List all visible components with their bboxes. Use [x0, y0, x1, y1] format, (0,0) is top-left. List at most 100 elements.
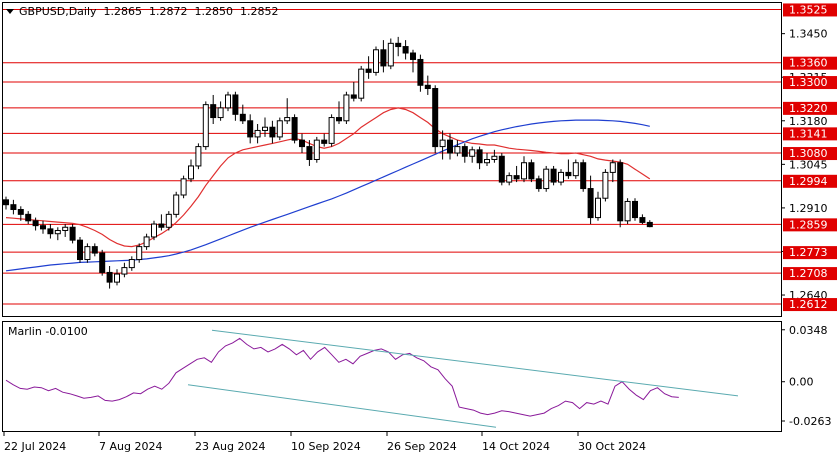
candle[interactable]	[350, 82, 357, 102]
candle[interactable]	[106, 265, 113, 289]
candle[interactable]	[602, 169, 609, 202]
candle[interactable]	[77, 236, 83, 263]
candle[interactable]	[17, 206, 24, 221]
candle[interactable]	[565, 159, 572, 179]
candle[interactable]	[54, 227, 61, 241]
candle[interactable]	[587, 175, 594, 225]
candle-body	[3, 199, 9, 206]
candle[interactable]	[217, 101, 224, 121]
candle[interactable]	[358, 65, 365, 102]
candle[interactable]	[306, 140, 313, 166]
candle[interactable]	[32, 217, 39, 231]
candle-body	[521, 162, 527, 180]
candle[interactable]	[572, 159, 579, 179]
candle[interactable]	[609, 159, 616, 183]
candle[interactable]	[188, 159, 194, 183]
candle[interactable]	[276, 117, 283, 141]
candle[interactable]	[639, 214, 646, 225]
candle[interactable]	[158, 214, 165, 231]
candle[interactable]	[491, 149, 498, 163]
candle[interactable]	[632, 198, 638, 221]
candle[interactable]	[210, 94, 217, 125]
candle[interactable]	[506, 172, 513, 186]
candle[interactable]	[25, 211, 32, 225]
candle[interactable]	[247, 114, 254, 144]
candle[interactable]	[151, 220, 157, 241]
candle[interactable]	[469, 146, 476, 163]
candle[interactable]	[195, 143, 202, 170]
candle-body	[10, 204, 17, 211]
candle[interactable]	[365, 56, 372, 79]
candle[interactable]	[498, 153, 505, 186]
candle[interactable]	[62, 224, 69, 237]
candle[interactable]	[454, 140, 461, 157]
candle[interactable]	[580, 159, 587, 192]
candle-body	[276, 120, 283, 138]
candle[interactable]	[387, 38, 394, 70]
candle[interactable]	[254, 124, 261, 144]
candle[interactable]	[343, 91, 350, 125]
candle[interactable]	[232, 91, 239, 121]
candle[interactable]	[121, 262, 128, 278]
candle[interactable]	[128, 256, 135, 271]
candle[interactable]	[180, 175, 187, 199]
candle[interactable]	[395, 36, 402, 57]
candle[interactable]	[373, 46, 379, 76]
candle[interactable]	[40, 220, 46, 234]
candle[interactable]	[646, 220, 653, 228]
candle-body	[291, 117, 298, 141]
candle[interactable]	[461, 143, 468, 163]
candle[interactable]	[513, 165, 520, 183]
collapse-arrow-icon[interactable]	[6, 9, 14, 14]
candle-body	[565, 171, 572, 177]
candle[interactable]	[239, 104, 246, 125]
candle[interactable]	[143, 233, 150, 250]
candle[interactable]	[424, 75, 431, 95]
candle[interactable]	[535, 175, 542, 192]
candle[interactable]	[136, 243, 143, 263]
candle[interactable]	[84, 243, 91, 263]
oscillator-trendline-upper[interactable]	[211, 329, 739, 397]
candle[interactable]	[410, 49, 416, 73]
candle[interactable]	[299, 133, 305, 154]
candle[interactable]	[99, 249, 106, 276]
candle[interactable]	[10, 199, 17, 215]
candle[interactable]	[624, 198, 631, 225]
oscillator-trendline-lower[interactable]	[187, 384, 497, 428]
candle[interactable]	[550, 165, 557, 186]
candle[interactable]	[69, 224, 76, 244]
candle[interactable]	[521, 156, 527, 183]
candle[interactable]	[114, 269, 120, 286]
candle[interactable]	[336, 101, 342, 125]
candle[interactable]	[284, 98, 291, 125]
candle[interactable]	[262, 117, 268, 137]
candle[interactable]	[543, 165, 550, 192]
candle[interactable]	[595, 191, 601, 221]
candle[interactable]	[380, 40, 387, 73]
candle-body	[343, 94, 350, 122]
candle[interactable]	[476, 146, 483, 170]
candle[interactable]	[402, 40, 409, 60]
candle[interactable]	[439, 130, 446, 160]
candle[interactable]	[484, 153, 490, 166]
candle[interactable]	[47, 224, 54, 239]
candle[interactable]	[321, 133, 328, 147]
candle[interactable]	[202, 101, 209, 150]
candle[interactable]	[528, 159, 535, 183]
level-label: 1.2612	[789, 298, 828, 311]
candle[interactable]	[432, 85, 439, 154]
candle[interactable]	[3, 196, 9, 210]
candle[interactable]	[225, 91, 231, 112]
candle[interactable]	[165, 211, 172, 231]
candle[interactable]	[269, 120, 276, 144]
candle[interactable]	[291, 114, 298, 144]
candle[interactable]	[328, 114, 335, 147]
candle[interactable]	[313, 136, 320, 163]
candle[interactable]	[173, 191, 180, 218]
candle[interactable]	[617, 159, 624, 228]
candle[interactable]	[558, 169, 564, 186]
candle[interactable]	[447, 133, 453, 160]
candle[interactable]	[91, 243, 98, 257]
candle[interactable]	[417, 54, 424, 92]
